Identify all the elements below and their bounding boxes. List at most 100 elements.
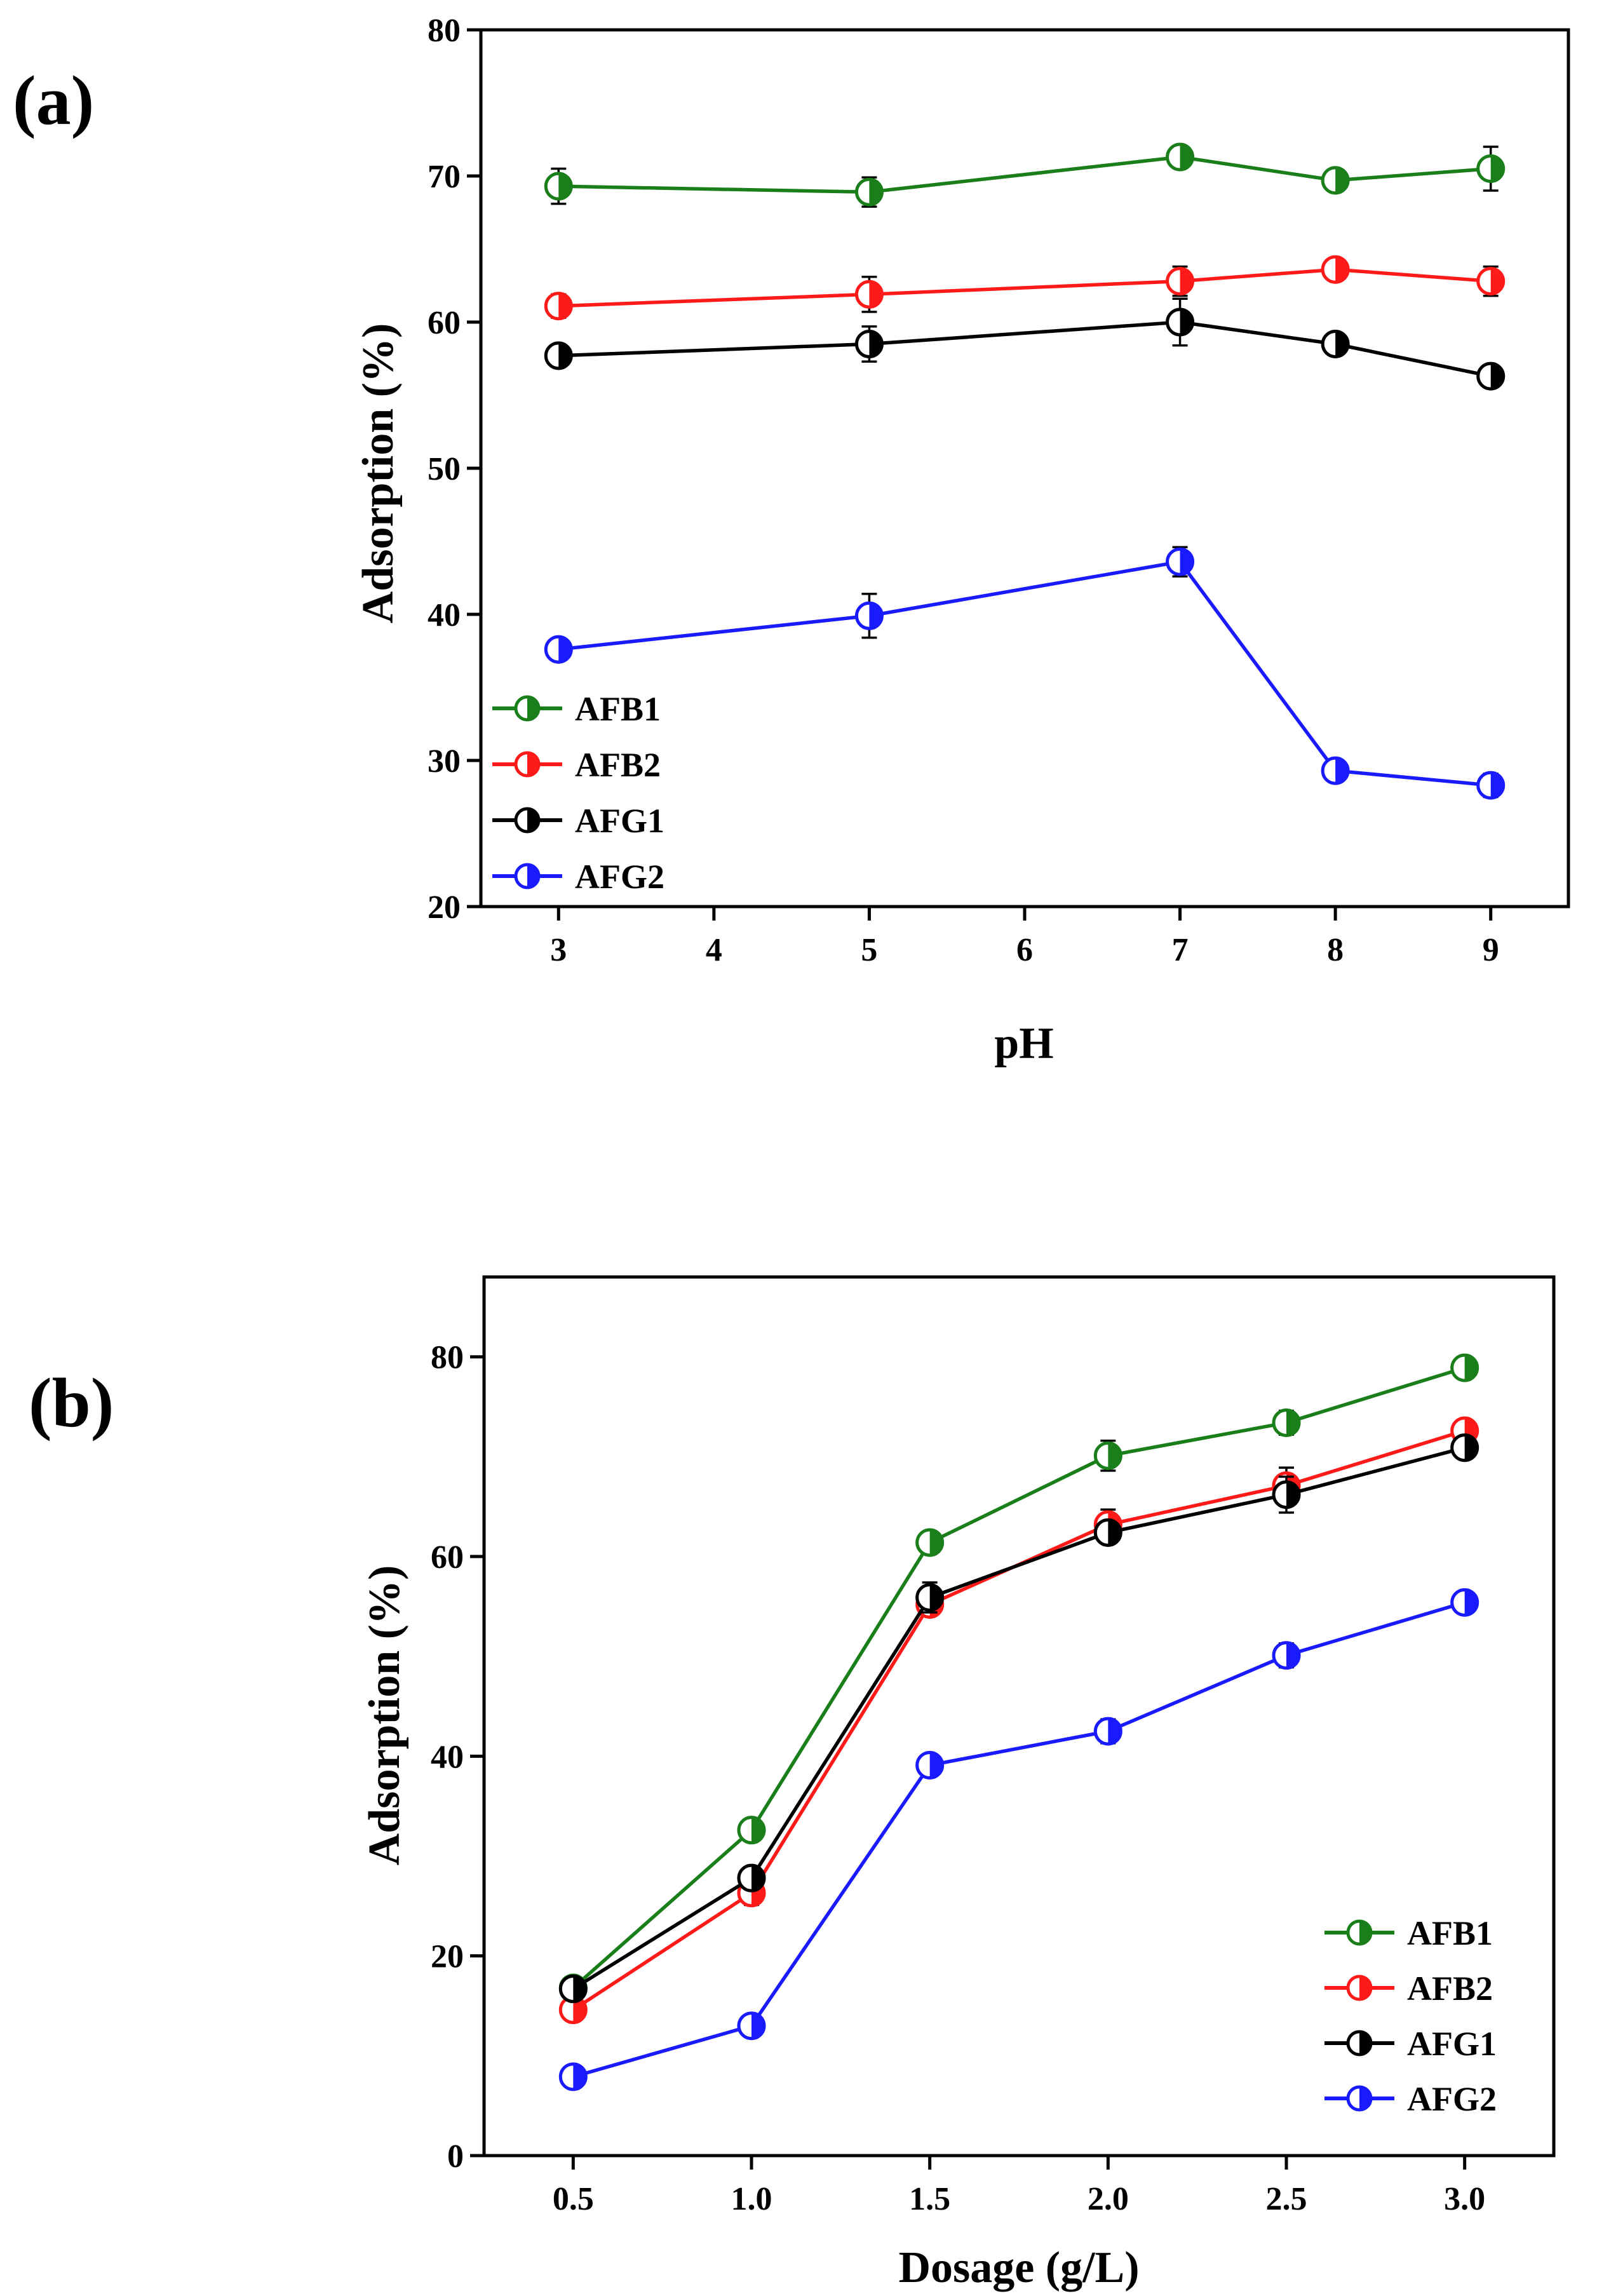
legend-item-afg2: AFG2 [492, 858, 664, 896]
data-point [915, 1528, 945, 1557]
series-afg1-a [544, 297, 1506, 391]
x-tick-label-a: 6 [1016, 932, 1033, 968]
data-point [737, 1816, 766, 1845]
x-tick-label-b: 2.5 [1266, 2181, 1307, 2217]
y-tick-label-a: 60 [428, 305, 461, 341]
y-tick-label-b: 40 [431, 1739, 464, 1775]
legend-b: AFB1 AFB2 AFG1 AFG2 [1324, 1914, 1497, 2118]
plot-area-a: 20 30 40 50 60 70 80 3 4 5 6 7 8 9 AFB1 AFB2 AFG1 AFG2 [428, 13, 1570, 968]
data-point [1321, 756, 1350, 785]
data-point [1272, 1641, 1301, 1670]
data-point [1272, 1480, 1301, 1509]
y-tick-label-a: 80 [428, 13, 461, 49]
x-axis-title-a: pH [994, 1019, 1053, 1068]
x-axis-title-b: Dosage (g/L) [898, 2243, 1139, 2292]
series-line-afg1 [558, 320, 1492, 378]
legend-item-afg2: AFG2 [1324, 2080, 1497, 2118]
data-point [1321, 255, 1350, 284]
data-point [1476, 771, 1506, 800]
x-tick-label-a: 4 [706, 932, 722, 968]
chart-panel-a: (a) Adsorption (%) pH 20 30 40 50 60 70 80 3 4 5 6… [13, 13, 1570, 1068]
data-point [1166, 142, 1195, 172]
data-point [854, 601, 884, 630]
data-point [854, 330, 884, 358]
data-point [854, 280, 884, 309]
plot-frame-b [482, 1275, 1556, 2158]
legend-item-afb1: AFB1 [1324, 1914, 1493, 1952]
y-tick-label-a: 20 [428, 889, 461, 926]
series-line-afg1 [572, 1446, 1466, 1990]
series-line-afb2 [558, 267, 1491, 308]
y-tick-label-b: 20 [431, 1939, 464, 1975]
series-line-afb1 [572, 1366, 1466, 1990]
data-point [1321, 330, 1350, 358]
legend-label: AFG1 [575, 802, 664, 840]
x-tick-label-b: 1.0 [731, 2181, 772, 2217]
x-tick-label-b: 1.5 [909, 2181, 950, 2217]
data-point [1321, 166, 1350, 195]
data-point [915, 1751, 945, 1780]
y-tick-label-a: 40 [428, 597, 461, 633]
x-tick-label-a: 3 [550, 932, 567, 968]
data-point [1450, 1353, 1479, 1382]
data-point [1166, 267, 1195, 296]
data-point [1166, 547, 1195, 576]
x-tick-label-b: 2.0 [1088, 2181, 1129, 2217]
x-tick-label-a: 7 [1172, 932, 1189, 968]
data-point [558, 2062, 588, 2091]
legend-label: AFB1 [575, 690, 661, 728]
y-tick-label-a: 50 [428, 451, 461, 487]
x-tick-label-a: 5 [861, 932, 877, 968]
data-point [737, 1863, 766, 1893]
y-tick-label-b: 80 [431, 1340, 464, 1376]
series-line-afb2 [572, 1429, 1466, 2011]
data-point [558, 1975, 588, 2004]
y-tick-label-b: 0 [447, 2138, 464, 2175]
data-point [1450, 1588, 1479, 1617]
data-point [544, 635, 573, 664]
x-tick-label-a: 8 [1327, 932, 1344, 968]
legend-a: AFB1 AFB2 AFG1 AFG2 [492, 690, 664, 896]
series-line-afg2 [572, 1600, 1466, 2079]
data-point [1476, 361, 1506, 391]
y-axis-title-a: Adsorption (%) [354, 323, 403, 624]
legend-item-afb2: AFB2 [492, 746, 661, 784]
data-point [737, 2011, 766, 2041]
series-afg1-b [558, 1433, 1479, 2004]
legend-label: AFG2 [575, 858, 664, 896]
legend-label: AFG2 [1407, 2080, 1497, 2118]
series-line-afg2 [558, 560, 1491, 787]
legend-item-afg1: AFG1 [1324, 2025, 1497, 2063]
legend-item-afg1: AFG1 [492, 802, 664, 840]
series-afg2-a [544, 546, 1506, 800]
series-afb2-a [544, 255, 1506, 321]
data-point [1093, 1717, 1122, 1746]
legend-label: AFG1 [1407, 2025, 1497, 2063]
x-tick-label-b: 3.0 [1444, 2181, 1485, 2217]
legend-item-afb1: AFB1 [492, 690, 661, 728]
data-point [544, 172, 573, 201]
legend-label: AFB1 [1407, 1914, 1493, 1952]
data-point [1166, 307, 1195, 337]
data-point [1450, 1433, 1479, 1462]
series-line-afb1 [558, 155, 1491, 194]
y-tick-label-b: 60 [431, 1539, 464, 1576]
data-point [1272, 1408, 1301, 1437]
chart-panel-b: (b) Adsorption (%) Dosage (g/L) 0 20 40 60 8… [29, 1275, 1556, 2292]
panel-label-a: (a) [13, 62, 94, 139]
series-afb1-a [544, 142, 1506, 208]
x-tick-label-a: 9 [1483, 932, 1499, 968]
data-point [544, 292, 573, 321]
data-point [544, 341, 573, 370]
data-point [915, 1583, 945, 1612]
data-point [1476, 267, 1506, 296]
data-point [1093, 1441, 1122, 1470]
x-tick-label-b: 0.5 [553, 2181, 594, 2217]
y-axis-title-b: Adsorption (%) [360, 1565, 409, 1866]
data-point [1093, 1518, 1122, 1547]
series-afb1-b [558, 1353, 1479, 2002]
legend-label: AFB2 [1407, 1969, 1493, 2008]
data-point [558, 1995, 588, 2025]
